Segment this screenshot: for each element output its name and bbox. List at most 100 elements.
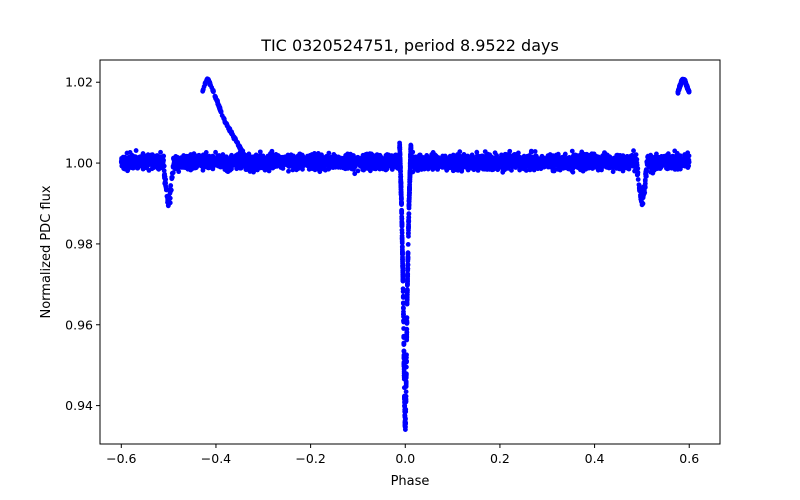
data-point xyxy=(165,202,171,208)
data-point xyxy=(312,167,318,173)
data-point xyxy=(450,168,456,174)
data-point xyxy=(397,140,402,146)
data-point xyxy=(399,227,405,233)
data-point xyxy=(642,183,648,189)
data-point xyxy=(610,169,616,175)
data-point xyxy=(482,149,488,155)
data-point xyxy=(643,171,648,177)
data-point xyxy=(405,231,411,237)
x-tick-label: 0.6 xyxy=(679,451,699,466)
data-point xyxy=(544,156,549,162)
data-point xyxy=(527,155,533,161)
data-point xyxy=(509,167,514,173)
data-point xyxy=(404,288,410,294)
data-point xyxy=(223,120,229,126)
data-point xyxy=(474,149,480,155)
data-point xyxy=(520,159,526,165)
data-point xyxy=(405,258,411,264)
data-point xyxy=(338,162,344,168)
data-point xyxy=(188,154,193,160)
data-point xyxy=(551,166,557,172)
data-point xyxy=(469,152,475,158)
y-axis-label: Normalized PDC flux xyxy=(39,185,54,318)
data-point xyxy=(399,244,405,250)
data-point xyxy=(350,158,356,164)
data-point xyxy=(676,87,682,93)
data-point xyxy=(201,159,207,164)
data-point xyxy=(400,272,406,278)
data-point xyxy=(274,153,279,159)
data-point xyxy=(531,162,537,168)
data-point xyxy=(559,157,565,163)
data-point xyxy=(128,156,134,162)
data-point xyxy=(286,157,292,163)
data-point xyxy=(545,163,550,169)
data-point xyxy=(181,157,187,163)
data-point xyxy=(635,177,641,182)
data-point xyxy=(398,184,404,190)
data-point xyxy=(397,145,403,151)
data-point xyxy=(369,151,374,157)
data-point xyxy=(532,149,538,154)
x-tick-label: 0.2 xyxy=(490,451,510,466)
data-point xyxy=(424,160,430,166)
data-point xyxy=(626,161,631,167)
data-point xyxy=(399,235,405,241)
data-point xyxy=(492,164,498,170)
data-point xyxy=(426,164,432,170)
data-point xyxy=(199,163,205,168)
data-point xyxy=(224,161,230,167)
data-point xyxy=(173,155,179,161)
data-point xyxy=(641,187,647,193)
data-point xyxy=(122,166,128,172)
data-point xyxy=(157,159,163,165)
data-point xyxy=(405,262,411,268)
data-point xyxy=(510,154,516,160)
data-point xyxy=(415,154,421,160)
data-point xyxy=(280,166,286,171)
data-point xyxy=(317,165,323,170)
data-point xyxy=(407,168,413,174)
data-point xyxy=(250,162,255,168)
data-point xyxy=(523,168,529,173)
data-point xyxy=(554,157,560,163)
data-point xyxy=(132,156,137,162)
data-point xyxy=(149,160,155,166)
y-tick-label: 0.96 xyxy=(65,317,93,332)
data-point xyxy=(189,158,195,163)
data-point xyxy=(211,88,216,94)
data-point xyxy=(402,399,407,405)
data-point xyxy=(400,277,406,282)
data-point xyxy=(171,163,177,169)
data-point xyxy=(267,153,272,159)
data-point xyxy=(637,188,643,193)
data-point xyxy=(322,167,328,173)
data-point xyxy=(569,148,575,154)
data-point xyxy=(507,148,513,154)
data-point xyxy=(626,165,632,171)
data-point xyxy=(674,156,680,162)
data-point xyxy=(292,156,298,162)
y-tick-label: 1.00 xyxy=(65,156,93,171)
data-point xyxy=(280,154,286,160)
data-point xyxy=(230,162,236,167)
data-point xyxy=(452,154,458,159)
data-point xyxy=(263,165,269,171)
data-point xyxy=(672,162,678,167)
data-point xyxy=(163,185,169,191)
data-point xyxy=(513,158,518,163)
data-point xyxy=(328,161,334,167)
data-point xyxy=(134,165,140,171)
data-point xyxy=(404,300,410,306)
data-point xyxy=(127,149,133,155)
data-point xyxy=(634,160,640,166)
data-point xyxy=(345,163,351,169)
data-point xyxy=(400,264,406,269)
data-point xyxy=(298,161,304,166)
data-point xyxy=(606,162,611,168)
data-point xyxy=(398,179,404,185)
x-tick-label: −0.2 xyxy=(295,451,325,466)
data-point xyxy=(611,155,617,161)
data-point xyxy=(638,199,644,204)
data-point xyxy=(401,311,406,317)
